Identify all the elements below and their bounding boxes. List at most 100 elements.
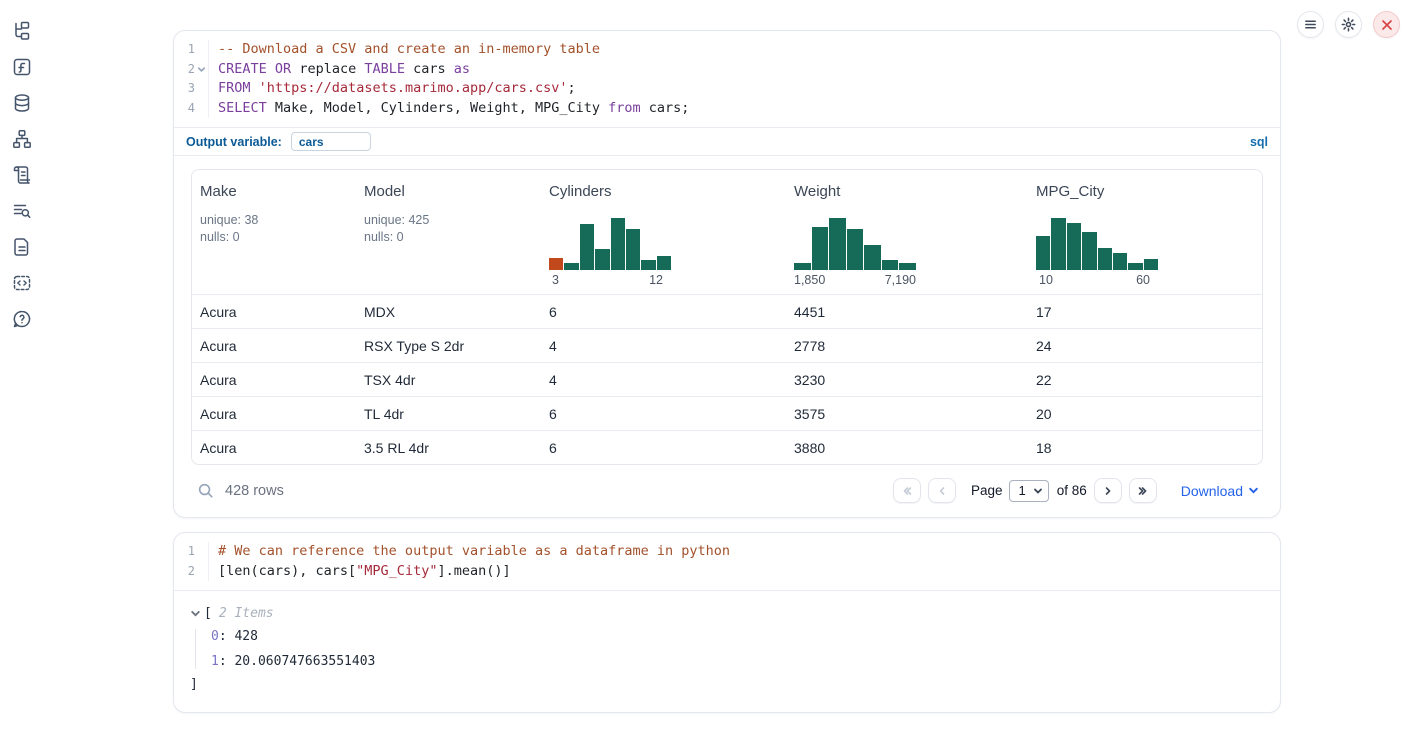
code-line[interactable]: 4 SELECT Make, Model, Cylinders, Weight, … (174, 98, 1280, 119)
line-number: 3 (187, 81, 195, 95)
gear-icon (1341, 17, 1356, 32)
previous-page-button[interactable] (927, 478, 956, 503)
page-select[interactable]: 1 (1009, 479, 1049, 502)
item-value: : 20.060747663551403 (218, 654, 376, 669)
column-name: Cylinders (549, 183, 612, 200)
line-number: 1 (187, 544, 195, 558)
column-stats: unique: 38 nulls: 0 (200, 212, 348, 245)
code-text: # We can reference the output variable a… (208, 542, 1280, 562)
function-square-icon[interactable] (12, 57, 32, 77)
sql-code-editor[interactable]: 1 -- Download a CSV and create an in-memo… (174, 31, 1280, 127)
code-line[interactable]: 1 -- Download a CSV and create an in-memo… (174, 40, 1280, 60)
histogram-bar (881, 260, 899, 270)
axis-min-label: 3 (552, 273, 559, 287)
list-search-icon[interactable] (12, 201, 32, 221)
stat-unique: unique: 38 (200, 213, 259, 227)
column-header-make[interactable]: Make unique: 38 nulls: 0 (192, 170, 356, 294)
data-table: Make unique: 38 nulls: 0 Model unique: 4… (191, 169, 1263, 465)
table-cell: TL 4dr (364, 405, 404, 422)
close-icon (1381, 19, 1392, 30)
shutdown-button[interactable] (1373, 11, 1400, 38)
histogram-bar (625, 229, 641, 270)
table-cell: 3575 (794, 405, 826, 422)
column-header-cylinders[interactable]: Cylinders 3 12 (541, 170, 786, 294)
table-cell: Acura (200, 337, 237, 354)
item-index: 1 (211, 654, 219, 669)
chevron-left-icon (939, 486, 945, 495)
histogram-bar (1143, 259, 1158, 270)
histogram-bar (811, 227, 829, 270)
last-page-button[interactable] (1128, 478, 1157, 503)
table-cell: 6 (549, 303, 557, 320)
file-tree-icon[interactable] (12, 21, 32, 41)
histogram-bar (564, 263, 579, 270)
help-chat-icon[interactable] (12, 309, 32, 329)
histogram-bar (1051, 218, 1066, 270)
first-page-button[interactable] (892, 478, 921, 503)
next-page-button[interactable] (1093, 478, 1122, 503)
python-code-editor[interactable]: 1 # We can reference the output variable … (174, 533, 1280, 590)
line-number: 4 (187, 100, 195, 115)
fold-gutter (195, 40, 208, 60)
menu-button[interactable] (1297, 11, 1324, 38)
language-badge: sql (1249, 134, 1268, 149)
line-number: 1 (187, 42, 195, 56)
table-cell: 4 (549, 371, 557, 388)
table-cell: 3.5 RL 4dr (364, 439, 429, 456)
fold-chevron-icon[interactable] (195, 60, 208, 80)
code-line[interactable]: 3 FROM 'https://datasets.marimo.app/cars.… (174, 79, 1280, 99)
search-icon[interactable] (197, 482, 214, 499)
row-count: 428 rows (225, 482, 284, 499)
python-cell: 1 # We can reference the output variable … (173, 532, 1281, 713)
list-item: 0: 428 (211, 629, 1264, 644)
settings-button[interactable] (1335, 11, 1362, 38)
table-header: Make unique: 38 nulls: 0 Model unique: 4… (192, 170, 1262, 294)
menu-icon (1305, 20, 1316, 29)
stat-nulls: nulls: 0 (364, 229, 404, 244)
chevrons-left-icon (903, 486, 912, 495)
chevron-down-icon (1033, 488, 1042, 494)
output-variable-input[interactable] (290, 132, 371, 151)
code-snippets-icon[interactable] (12, 273, 32, 293)
table-cell: TSX 4dr (364, 371, 416, 388)
list-item: 1: 20.060747663551403 (211, 654, 1264, 669)
histogram-bar (899, 263, 917, 270)
column-header-model[interactable]: Model unique: 425 nulls: 0 (356, 170, 541, 294)
dependency-graph-icon[interactable] (12, 129, 32, 149)
table-cell: 22 (1036, 371, 1052, 388)
axis-max-label: 7,190 (884, 273, 916, 287)
table-cell: 6 (549, 439, 557, 456)
column-stats: unique: 425 nulls: 0 (364, 212, 533, 245)
item-index: 0 (211, 629, 219, 644)
code-line[interactable]: 2 CREATE OR replace TABLE cars as (174, 59, 1280, 80)
scroll-icon[interactable] (12, 165, 32, 185)
histogram-weight: 1,850 7,190 (794, 218, 917, 287)
histogram-bar (846, 229, 864, 270)
column-header-mpg-city[interactable]: MPG_City 10 60 (1028, 170, 1262, 294)
column-name: Model (364, 183, 405, 200)
code-text: -- Download a CSV and create an in-memor… (208, 40, 1280, 60)
histogram-bar (656, 256, 671, 270)
document-icon[interactable] (12, 237, 32, 257)
download-button[interactable]: Download (1181, 483, 1259, 499)
collapse-toggle-icon[interactable] (190, 608, 202, 620)
histogram-bar (579, 224, 595, 270)
column-header-weight[interactable]: Weight 1,850 7,190 (786, 170, 1028, 294)
histogram-bar (595, 249, 610, 270)
histogram-mpg-city: 10 60 (1036, 218, 1158, 287)
code-line[interactable]: 1 # We can reference the output variable … (174, 542, 1280, 562)
fold-gutter (195, 79, 208, 99)
fold-gutter (195, 562, 208, 582)
table-cell: 18 (1036, 439, 1052, 456)
download-label: Download (1180, 482, 1243, 499)
code-line[interactable]: 2 [len(cars), cars["MPG_City"].mean()] (174, 561, 1280, 582)
table-cell: Acura (200, 303, 237, 320)
database-icon[interactable] (12, 93, 32, 113)
fold-gutter (195, 99, 208, 119)
sql-cell: 1 -- Download a CSV and create an in-memo… (173, 30, 1281, 518)
page-select-value: 1 (1018, 483, 1026, 498)
table-footer: 428 rows Page 1 of 86 (191, 465, 1263, 511)
histogram-bar (610, 218, 625, 270)
histogram-bar (1082, 232, 1097, 270)
table-cell: 24 (1036, 337, 1052, 354)
